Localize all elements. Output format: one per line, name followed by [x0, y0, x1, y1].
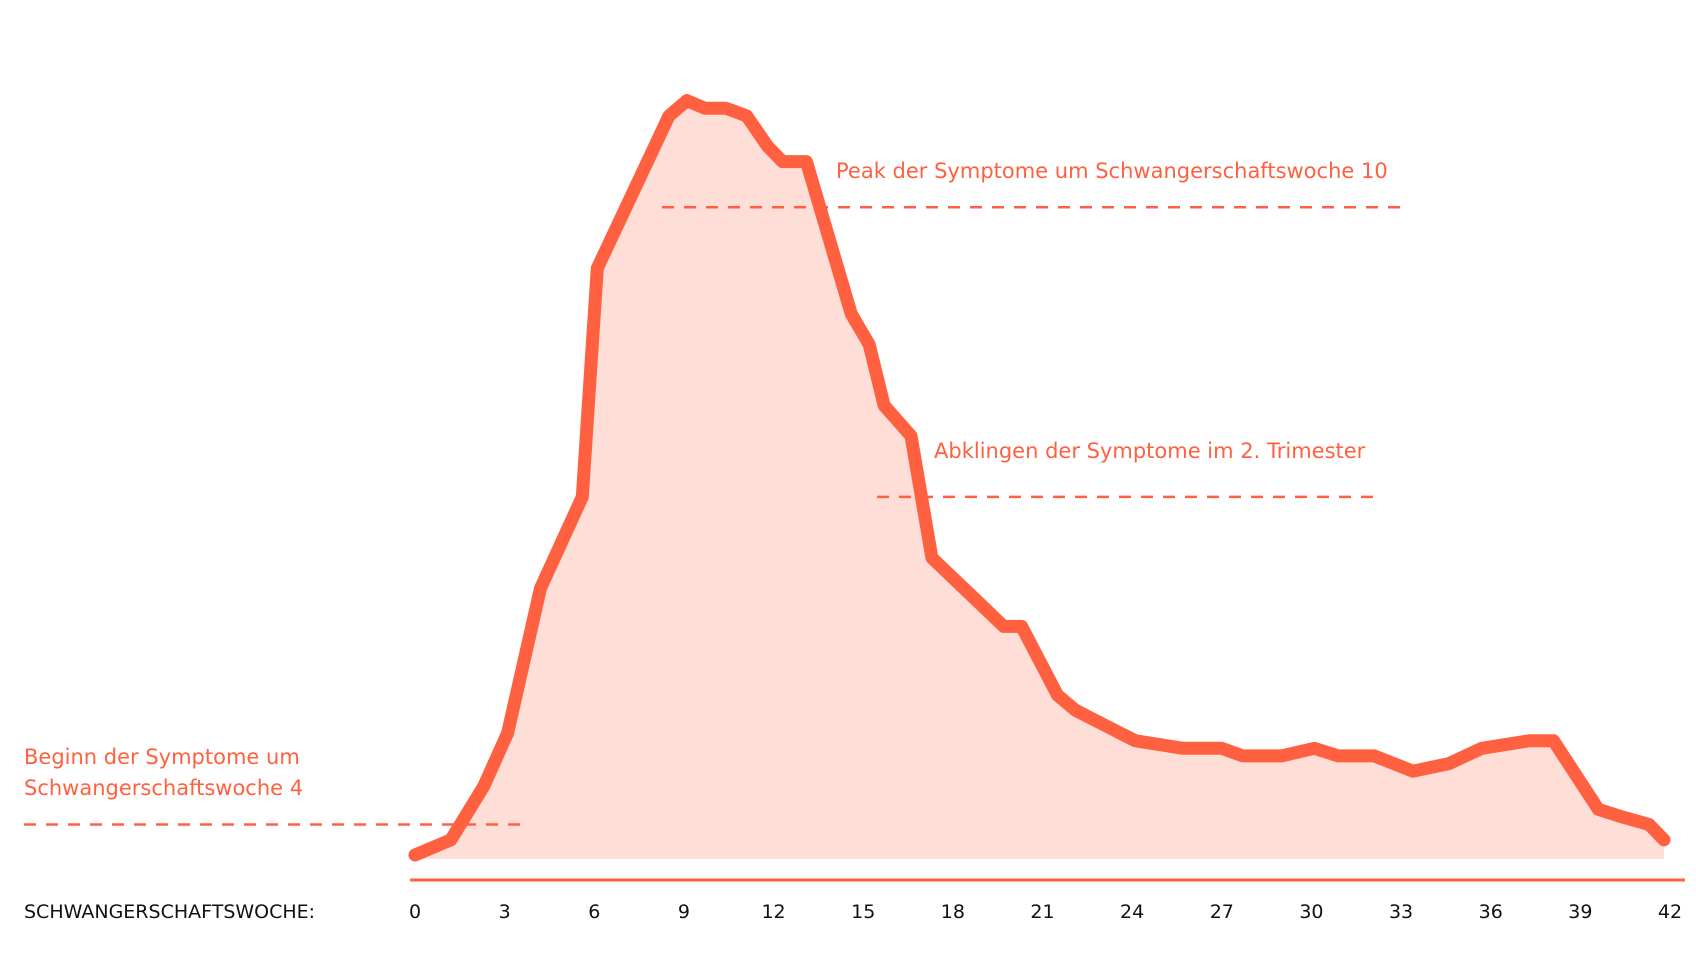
x-tick-label: 12: [761, 901, 785, 923]
x-tick-label: 36: [1479, 901, 1503, 923]
x-tick-label: 42: [1658, 901, 1682, 923]
area-fill: [415, 100, 1664, 860]
x-tick-label: 30: [1299, 901, 1323, 923]
annotation-label: Peak der Symptome um Schwangerschaftswoc…: [836, 159, 1388, 183]
x-tick-label: 15: [851, 901, 875, 923]
x-tick-labels: 0 3 6 9 12 15 18 21 24 27 30 33 36 39 42: [409, 901, 1682, 923]
series-line: [408, 94, 1671, 862]
x-tick-label: 18: [941, 901, 965, 923]
annotation-label: Schwangerschaftswoche 4: [24, 776, 303, 800]
x-tick-label: 33: [1389, 901, 1413, 923]
x-tick-label: 9: [678, 901, 690, 923]
x-tick-label: 6: [588, 901, 600, 923]
x-tick-label: 39: [1568, 901, 1592, 923]
x-tick-label: 3: [499, 901, 511, 923]
x-tick-label: 27: [1210, 901, 1234, 923]
annotation-label: Abklingen der Symptome im 2. Trimester: [934, 439, 1366, 463]
annotation-labels: Peak der Symptome um Schwangerschaftswoc…: [24, 159, 1388, 800]
x-tick-label: 24: [1120, 901, 1144, 923]
x-tick-label: 21: [1030, 901, 1054, 923]
x-tick-label: 0: [409, 901, 421, 923]
x-axis-label: SCHWANGERSCHAFTSWOCHE:: [24, 901, 315, 923]
annotation-guides: [24, 206, 1408, 826]
annotation-label: Beginn der Symptome um: [24, 745, 300, 769]
